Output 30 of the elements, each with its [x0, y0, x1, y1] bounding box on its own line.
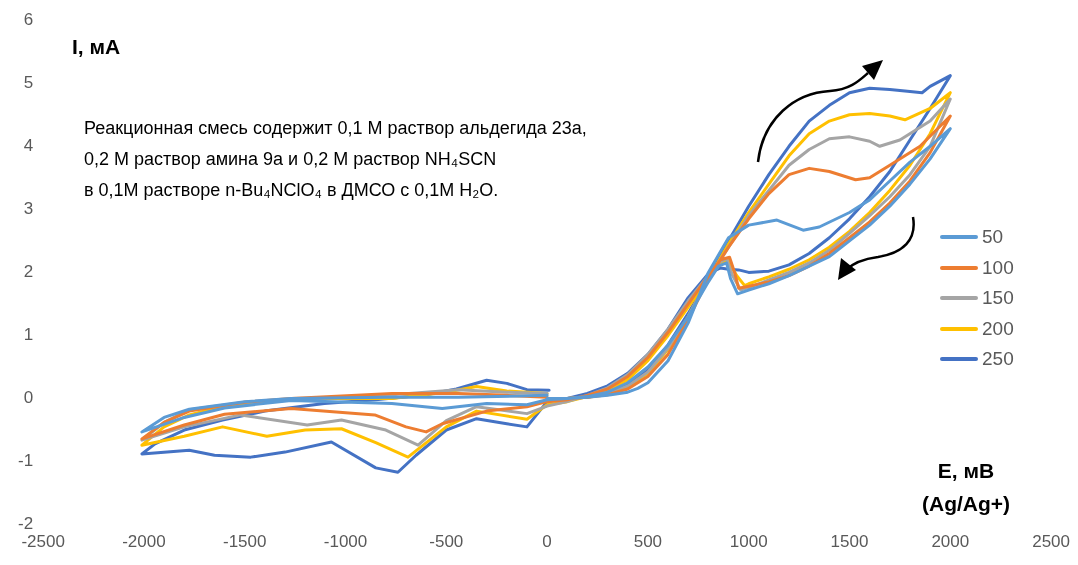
x-tick-label: -1000 — [323, 532, 368, 552]
legend-label: 150 — [982, 287, 1014, 310]
y-tick-label: 0 — [23, 388, 34, 408]
legend-label: 250 — [982, 348, 1014, 371]
x-tick-label: 2500 — [1032, 532, 1070, 552]
y-tick-label: -2 — [17, 514, 34, 534]
x-tick-label: 0 — [542, 532, 552, 552]
x-tick-label: 1500 — [830, 532, 869, 552]
legend-label: 200 — [982, 317, 1014, 340]
x-tick-label: -500 — [429, 532, 464, 552]
y-tick-label: 3 — [23, 199, 34, 219]
annotation: Реакционная смесь содержит 0,1 М раствор альдегида 23а, — [84, 118, 587, 138]
legend-label: 100 — [982, 256, 1014, 279]
legend-label: 50 — [982, 226, 1004, 249]
y-tick-label: 1 — [23, 325, 34, 345]
y-tick-label: 6 — [23, 9, 34, 29]
y-axis-title: I, мА — [72, 35, 121, 58]
x-tick-label: 2000 — [931, 532, 970, 552]
y-tick-label: -1 — [17, 451, 34, 471]
x-tick-label: -2000 — [122, 532, 166, 552]
x-tick-label: 1000 — [729, 532, 768, 552]
x-tick-label: -2500 — [21, 532, 65, 552]
y-tick-label: 5 — [23, 72, 34, 92]
y-tick-label: 4 — [23, 135, 34, 155]
x-axis-title: E, мВ (Ag/Ag+) — [921, 459, 1011, 515]
annotation: в 0,1М растворе n-Bu₄NClO₄ в ДМСО с 0,1М H₂O. — [84, 180, 499, 200]
y-tick-label: 2 — [23, 262, 34, 282]
annotation: 0,2 М раствор амина 9а и 0,2 М раствор NH₄SCN — [84, 149, 497, 169]
x-tick-label: -1500 — [222, 532, 267, 552]
x-tick-label: 500 — [633, 532, 663, 552]
